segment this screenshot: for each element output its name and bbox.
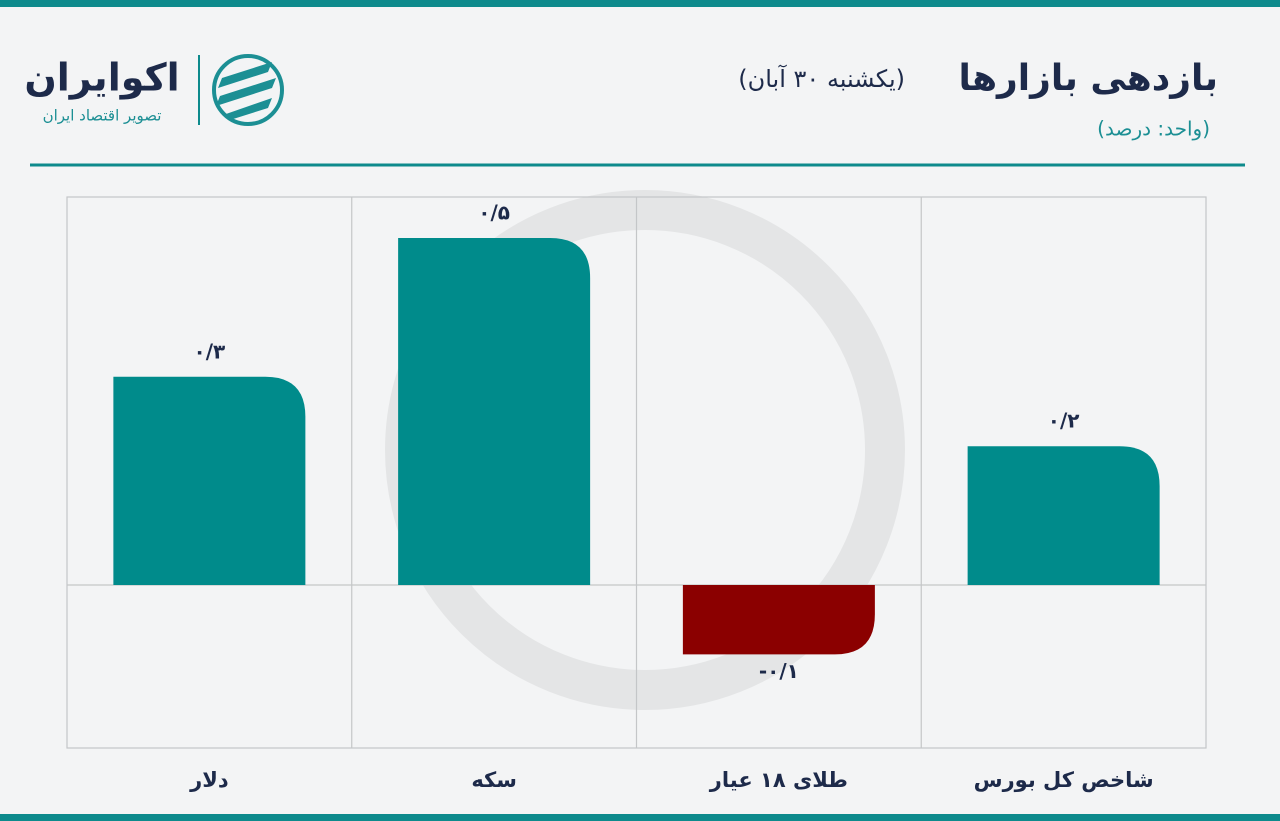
top-border — [0, 0, 1280, 7]
logo-icon — [212, 54, 284, 126]
chart-title: بازدهی بازارها — [959, 58, 1218, 99]
brand-tagline: تصویر اقتصاد ایران — [43, 107, 162, 125]
bottom-border — [0, 814, 1280, 821]
x-tick-label: طلای ۱۸ عیار — [709, 768, 848, 792]
value-label: ۰/۳ — [194, 339, 226, 363]
brand-name: اکوایران — [24, 56, 179, 100]
bar — [398, 238, 591, 585]
bar — [113, 376, 306, 585]
x-tick-label: سکه — [471, 768, 517, 792]
value-label: -۰/۱ — [759, 659, 799, 683]
chart-subtitle: (یکشنبه ۳۰ آبان) — [738, 64, 905, 93]
value-label: ۰/۵ — [478, 201, 510, 225]
value-label: ۰/۲ — [1048, 409, 1080, 433]
x-tick-label: شاخص کل بورس — [974, 768, 1154, 792]
bar — [682, 585, 875, 655]
x-tick-label: دلار — [189, 768, 229, 792]
bar — [967, 446, 1160, 585]
unit-label: (واحد: درصد) — [1097, 117, 1210, 141]
